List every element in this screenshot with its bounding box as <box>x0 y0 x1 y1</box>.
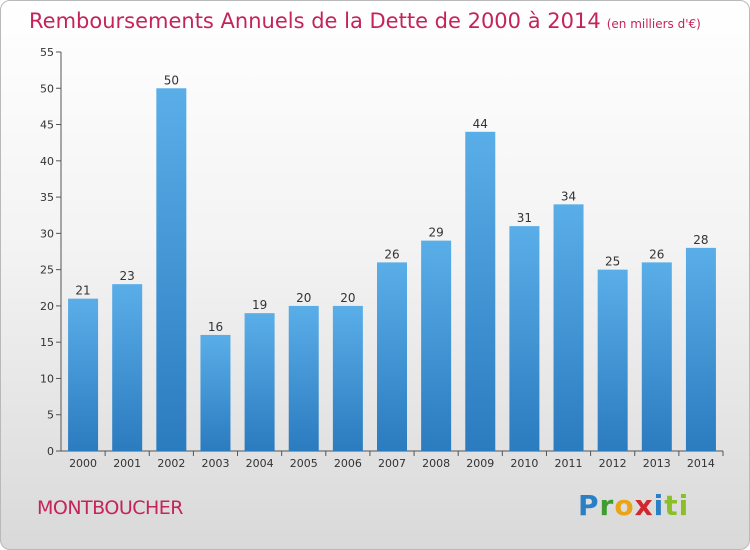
data-label: 29 <box>428 226 443 240</box>
x-tick-label: 2005 <box>290 457 318 470</box>
axes: 0 5 10 15 20 25 30 35 40 45 50 55 2000 2001 2002 2003 20… <box>40 46 724 470</box>
x-tick-label: 2004 <box>246 457 274 470</box>
x-tick-label: 2007 <box>378 457 406 470</box>
bar <box>377 262 407 451</box>
bar <box>200 334 231 451</box>
x-tick-label: 2009 <box>466 457 494 470</box>
chart-unit-label: (en milliers d'€) <box>606 17 701 31</box>
x-tick-label: 2014 <box>687 457 715 470</box>
logo-letter: r <box>599 489 615 522</box>
x-tick-label: 2002 <box>157 457 185 470</box>
data-label: 21 <box>75 284 90 298</box>
data-label: 16 <box>208 320 223 334</box>
data-label: 34 <box>561 189 576 203</box>
bar <box>465 131 496 452</box>
data-label: 20 <box>340 291 355 305</box>
y-tick-label: 10 <box>40 372 54 385</box>
x-tick-label: 2011 <box>555 457 583 470</box>
data-label: 28 <box>693 233 708 247</box>
commune-name: MONTBOUCHER <box>37 497 184 519</box>
y-tick-label: 55 <box>40 46 54 59</box>
bar <box>288 305 319 451</box>
logo-letter: x <box>634 489 654 522</box>
data-label: 26 <box>384 247 399 261</box>
y-tick-label: 40 <box>40 155 54 168</box>
y-tick-label: 25 <box>40 264 54 277</box>
data-labels: 21 23 50 16 19 20 20 26 29 44 31 34 25 26 28 <box>75 73 708 334</box>
y-tick-label: 45 <box>40 119 54 132</box>
logo-letter: P <box>578 489 600 522</box>
bar <box>68 298 99 451</box>
bar <box>641 262 672 451</box>
bar <box>597 269 628 451</box>
data-label: 44 <box>473 117 488 131</box>
chart-title-text: Remboursements Annuels de la Dette de 20… <box>29 9 601 33</box>
bar <box>553 204 584 451</box>
x-tick-label: 2010 <box>510 457 538 470</box>
bar <box>112 284 143 451</box>
y-tick-label: 20 <box>40 300 54 313</box>
y-tick-label: 5 <box>47 409 54 422</box>
x-tick-label: 2008 <box>422 457 450 470</box>
x-tick-label: 2006 <box>334 457 362 470</box>
y-tick-label: 30 <box>40 227 54 240</box>
data-label: 20 <box>296 291 311 305</box>
bar <box>332 305 363 451</box>
data-label: 26 <box>649 247 664 261</box>
data-label: 31 <box>517 211 532 225</box>
logo-letter: o <box>614 489 635 522</box>
bars <box>68 88 716 452</box>
x-tick-label: 2013 <box>643 457 671 470</box>
bar <box>244 313 275 451</box>
x-tick-label: 2001 <box>113 457 141 470</box>
bar <box>421 240 452 451</box>
data-label: 25 <box>605 255 620 269</box>
y-tick-label: 0 <box>47 445 54 458</box>
data-label: 23 <box>120 269 135 283</box>
y-tick-label: 35 <box>40 191 54 204</box>
x-tick-label: 2012 <box>599 457 627 470</box>
x-tick-label: 2003 <box>201 457 229 470</box>
bar <box>685 247 716 451</box>
logo-letter: i <box>653 489 665 522</box>
x-tick-label: 2000 <box>69 457 97 470</box>
data-label: 19 <box>252 298 267 312</box>
bar <box>156 88 187 451</box>
chart-title: Remboursements Annuels de la Dette de 20… <box>29 9 701 33</box>
logo-letter: ti <box>664 489 690 522</box>
bar <box>509 226 540 451</box>
proxiti-logo: Proxiti <box>578 489 689 522</box>
data-label: 50 <box>164 73 179 87</box>
y-tick-label: 15 <box>40 336 54 349</box>
y-tick-label: 50 <box>40 82 54 95</box>
